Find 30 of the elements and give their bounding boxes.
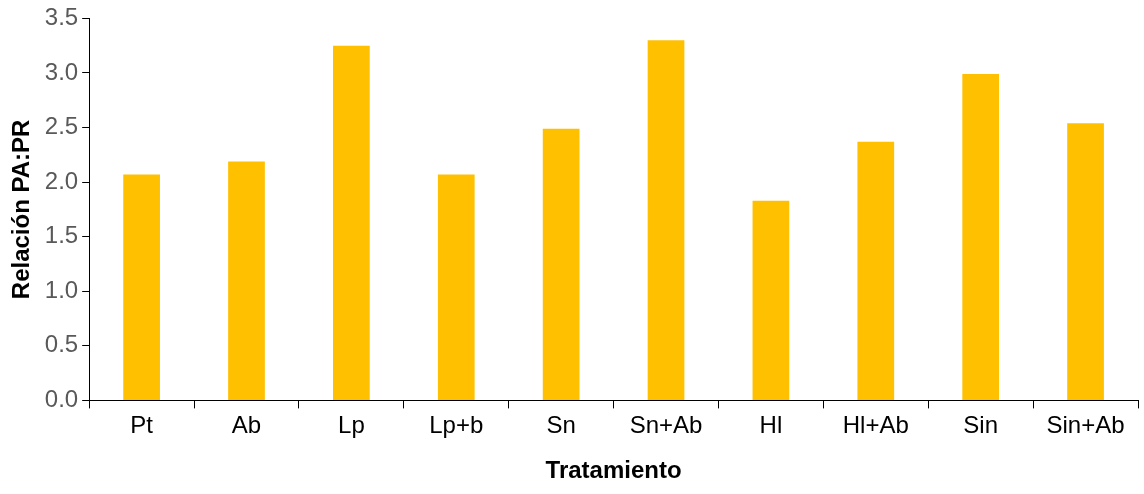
bar: [857, 141, 895, 400]
x-tick-label: Sin+Ab: [1046, 411, 1125, 439]
bar: [437, 174, 475, 400]
x-tick-label: Pt: [130, 411, 154, 439]
y-tick-label: 0.0: [44, 385, 79, 413]
y-tick-label: 1.0: [44, 275, 79, 303]
bar: [542, 128, 580, 400]
y-tick-label: 2.5: [44, 112, 79, 140]
x-tick-label: Sn+Ab: [629, 411, 703, 439]
bar: [962, 74, 1000, 400]
bar: [752, 200, 790, 400]
x-tick-label: Sin: [963, 411, 999, 439]
y-tick-label: 0.5: [44, 330, 79, 358]
x-tick-label: Hl: [759, 411, 783, 439]
x-tick-label: Hl+Ab: [842, 411, 909, 439]
x-tick-label: Lp: [338, 411, 365, 439]
y-tick-label: 2.0: [44, 166, 79, 194]
bar: [1067, 123, 1104, 400]
bar: [123, 174, 160, 400]
y-tick-label: 3.5: [44, 3, 79, 31]
y-tick-label: 1.5: [44, 221, 79, 249]
bar: [333, 45, 370, 400]
bar: [647, 40, 685, 400]
x-tick-label: Sn: [546, 411, 576, 439]
bar: [228, 161, 265, 400]
x-tick-label: Ab: [231, 411, 262, 439]
x-axis-title: Tratamiento: [545, 456, 682, 484]
x-tick-label: Lp+b: [429, 411, 484, 439]
y-axis-title: Relación PA:PR: [7, 119, 35, 300]
y-tick-label: 3.0: [44, 57, 79, 85]
